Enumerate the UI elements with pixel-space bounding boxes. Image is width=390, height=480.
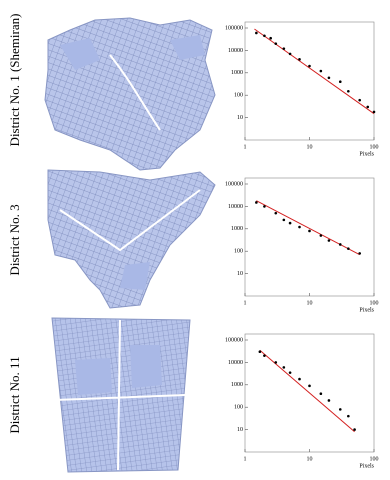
point [269,36,272,40]
x-tick-label: 100 [370,300,379,306]
x-tick-label: 10 [307,456,313,462]
point [347,89,350,93]
point [255,201,258,204]
x-tick-label: 100 [370,456,379,462]
row-label: District No. 3 [7,204,22,275]
point [319,69,323,73]
y-tick-label: 100 [234,405,243,411]
point [288,371,292,374]
point [255,31,258,35]
y-tick-label: 10 [237,427,243,433]
plot-frame [244,21,375,141]
map-district-3 [47,169,216,309]
point [263,34,266,38]
point [347,247,350,250]
y-tick-label: 1000 [231,226,243,232]
fit-line [256,200,360,256]
point [338,80,342,84]
point [274,42,278,45]
point [308,64,311,68]
point [319,234,323,237]
y-tick-label: 10 [237,115,243,121]
x-tick-label: 10 [307,144,313,150]
point [372,110,376,114]
point [327,239,331,242]
point [282,366,286,369]
point [319,392,323,396]
point [308,384,311,388]
y-tick-label: 100 [234,93,243,99]
y-tick-label: 10000 [228,204,243,210]
point [327,76,331,80]
map-district-11 [51,317,191,473]
x-tick-label: 1 [244,144,247,150]
fit-line [254,28,375,115]
point [358,252,361,255]
point [282,218,286,222]
x-tick-label: 10 [307,300,313,306]
x-axis-label: Pixels [359,151,374,157]
point [258,350,262,354]
row-label: District No. 1 (Shemiran) [7,14,22,147]
point [353,428,356,431]
point [263,354,266,357]
x-tick-label: 1 [244,456,247,462]
y-tick-label: 100000 [225,25,243,31]
point [338,408,342,411]
y-tick-label: 10000 [228,360,243,366]
point [274,211,278,215]
point [327,399,331,402]
point [298,377,301,381]
row-label: District No. 11 [7,356,22,433]
point [274,361,278,364]
y-tick-label: 10 [237,271,243,277]
point [288,221,292,225]
y-tick-label: 100 [234,249,243,255]
point [338,243,342,246]
point [298,225,301,229]
x-tick-label: 1 [244,300,247,306]
map-district-1 [44,17,216,171]
point [308,229,311,233]
point [358,98,361,102]
fit-line [259,349,355,433]
y-tick-label: 100000 [225,181,243,187]
point [282,47,286,50]
plot-frame [244,177,375,297]
y-tick-label: 1000 [231,382,243,388]
x-tick-label: 100 [370,144,379,150]
point [347,414,350,418]
x-axis-label: Pixels [359,307,374,313]
point [366,105,370,109]
y-tick-label: 1000 [231,70,243,76]
point [288,52,292,56]
point [263,205,266,208]
x-axis-label: Pixels [359,463,374,469]
y-tick-label: 100000 [225,337,243,343]
y-tick-label: 10000 [228,48,243,54]
point [298,58,301,61]
